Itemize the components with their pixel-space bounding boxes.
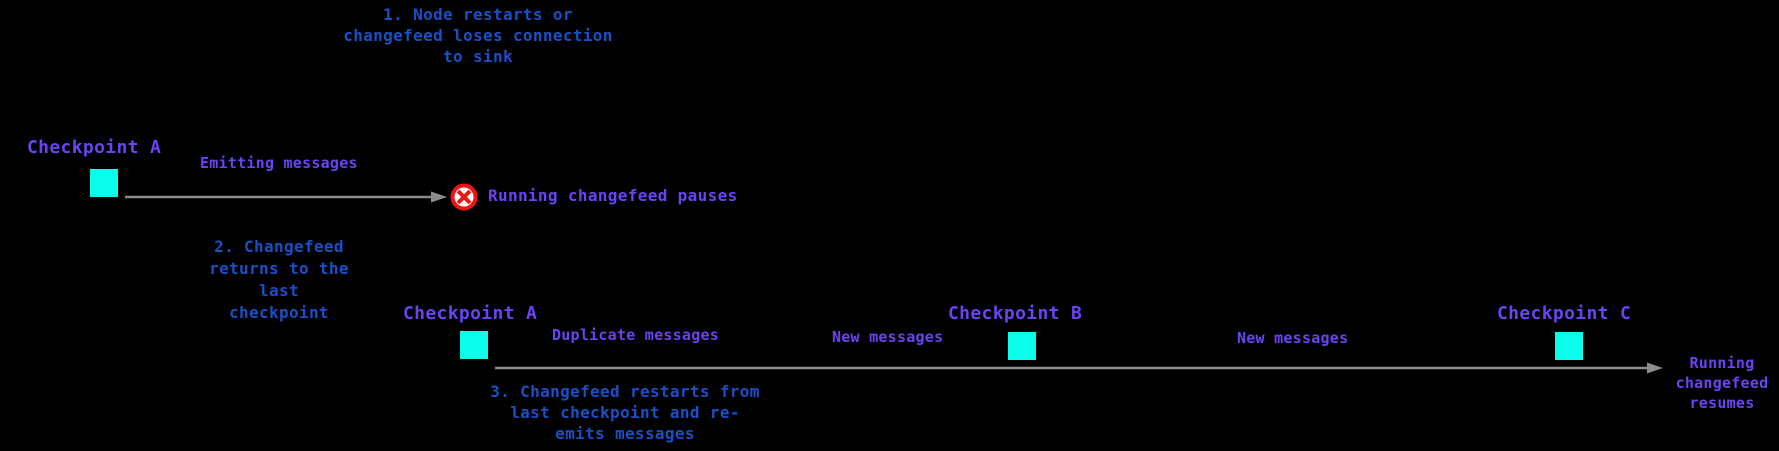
duplicate-messages-label: Duplicate messages bbox=[552, 326, 720, 344]
error-icon bbox=[450, 183, 478, 211]
checkpoint-c-marker bbox=[1555, 332, 1583, 360]
emitting-arrow bbox=[125, 191, 447, 203]
running-changefeed-pauses-label: Running changefeed pauses bbox=[488, 186, 738, 205]
checkpoint-a-top-marker bbox=[90, 169, 118, 197]
step3-annotation: 3. Changefeed restarts from last checkpo… bbox=[490, 382, 760, 443]
step1-annotation: 1. Node restarts or changefeed loses con… bbox=[343, 5, 613, 66]
checkpoint-a-bottom-label: Checkpoint A bbox=[403, 303, 538, 324]
emitting-messages-label: Emitting messages bbox=[200, 154, 358, 172]
new-messages-2-label: New messages bbox=[1237, 329, 1349, 347]
step2-annotation: 2. Changefeed returns to the last checkp… bbox=[209, 237, 349, 322]
checkpoint-b-marker bbox=[1008, 332, 1036, 360]
new-messages-1-label: New messages bbox=[832, 328, 944, 346]
running-changefeed-resumes-label: Running changefeed resumes bbox=[1675, 354, 1769, 412]
checkpoint-a-bottom-marker bbox=[460, 331, 488, 359]
resume-arrow bbox=[495, 362, 1663, 374]
checkpoint-a-top-label: Checkpoint A bbox=[27, 137, 162, 158]
checkpoint-b-label: Checkpoint B bbox=[948, 303, 1083, 324]
checkpoint-c-label: Checkpoint C bbox=[1497, 303, 1632, 324]
